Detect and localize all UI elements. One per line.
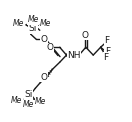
Text: O: O xyxy=(41,73,48,82)
Text: F: F xyxy=(103,53,109,61)
Text: O: O xyxy=(82,31,89,40)
Text: Me: Me xyxy=(13,19,24,28)
Text: O: O xyxy=(41,35,48,44)
Text: F: F xyxy=(105,47,110,56)
Polygon shape xyxy=(67,54,74,56)
Text: Si: Si xyxy=(25,90,33,99)
Text: F: F xyxy=(104,36,109,46)
Text: Me: Me xyxy=(27,15,39,24)
Text: Me: Me xyxy=(11,96,23,105)
Text: O: O xyxy=(47,43,54,52)
Text: NH: NH xyxy=(67,51,81,60)
Text: Me: Me xyxy=(35,97,46,106)
Text: Me: Me xyxy=(40,19,51,28)
Text: Me: Me xyxy=(23,100,34,109)
Text: Si: Si xyxy=(29,25,37,34)
